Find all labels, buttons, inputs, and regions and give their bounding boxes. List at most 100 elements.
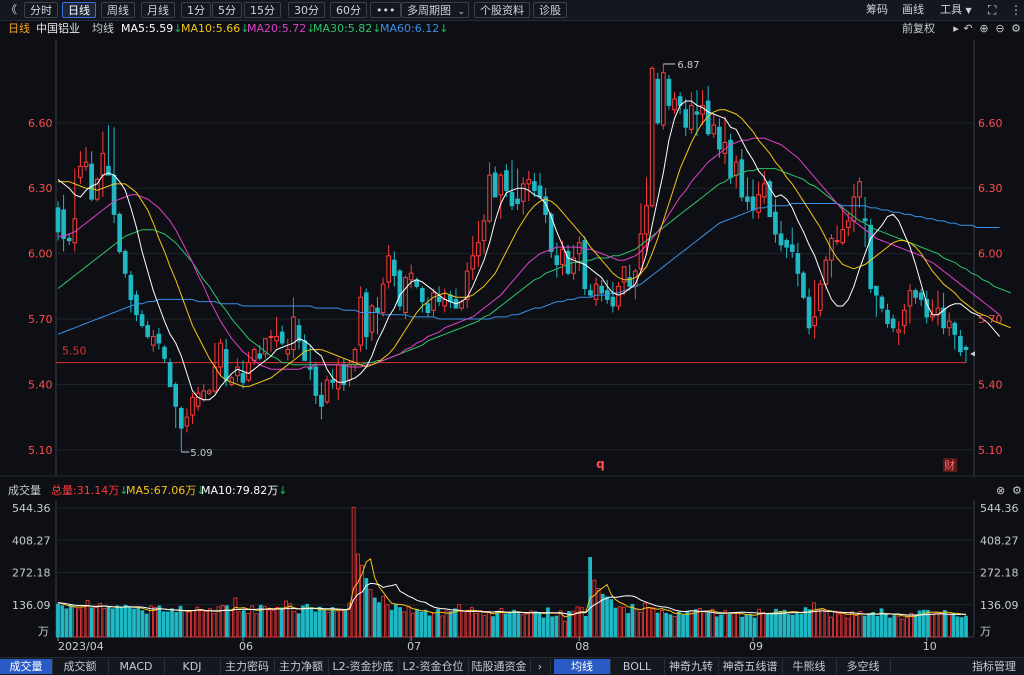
candle-body <box>778 233 784 246</box>
volume-tick-left: 408.27 <box>12 534 51 547</box>
tab-kdj[interactable]: KDJ <box>164 659 221 674</box>
tab-60min[interactable]: 60分 <box>330 2 367 18</box>
volume-bar <box>448 611 453 638</box>
volume-bar <box>157 605 162 638</box>
candle-body <box>375 307 380 314</box>
tab-macd[interactable]: MACD <box>108 659 165 674</box>
tab-30min[interactable]: 30分 <box>288 2 325 18</box>
volume-bar <box>664 612 669 638</box>
tools-button[interactable]: 工具 ▼ <box>940 3 972 17</box>
volume-tick-left: 544.36 <box>12 502 51 515</box>
candle-body <box>279 331 285 344</box>
candle-body <box>655 78 661 124</box>
tab-monthly[interactable]: 月线 <box>141 2 175 18</box>
volume-bar <box>301 605 305 638</box>
volume-bar <box>943 610 947 638</box>
candle-body <box>941 307 946 329</box>
tab-ma[interactable]: 均线 <box>554 659 611 674</box>
candle-body <box>83 161 89 167</box>
volume-bar <box>123 604 128 638</box>
multi-period-dropdown[interactable]: 多周期图 ⌄ <box>401 2 469 18</box>
candle-body <box>128 274 134 300</box>
draw-line-button[interactable]: 画线 <box>902 3 924 16</box>
chips-button[interactable]: 筹码 <box>866 3 888 16</box>
diagnose-button[interactable]: 诊股 <box>533 2 567 18</box>
indicator-manager-button[interactable]: 指标管理 <box>972 660 1016 673</box>
tab-turnover[interactable]: 成交额 <box>52 659 109 674</box>
zoom-out-icon[interactable]: ⊖ <box>995 22 1005 35</box>
volume-bar <box>305 603 310 638</box>
tab-l2-position[interactable]: L2-资金仓位 <box>398 659 469 674</box>
tab-main-force-code[interactable]: 主力密码 <box>220 659 275 674</box>
volume-tick-left: 万 <box>38 625 49 638</box>
candle-body <box>902 309 907 327</box>
volume-bar <box>736 612 740 638</box>
settings-icon[interactable]: ⚙ <box>1011 22 1021 35</box>
candle-body <box>470 255 476 270</box>
volume-bar <box>638 611 643 638</box>
candle-body <box>61 209 66 239</box>
volume-bar <box>144 613 149 638</box>
price-tick-right: 5.10 <box>978 444 1003 457</box>
tab-1min[interactable]: 1分 <box>181 2 211 18</box>
vol-ma5-value: MA5:67.06万↓ <box>126 484 206 497</box>
candle-body <box>543 196 548 215</box>
volume-bar <box>423 609 428 638</box>
tab-volume[interactable]: 成交量 <box>0 659 53 674</box>
volume-bar <box>241 610 246 638</box>
x-tick-label: 06 <box>239 640 253 653</box>
candle-body <box>302 340 307 361</box>
tab-boll[interactable]: BOLL <box>610 659 665 674</box>
tab-magic-five[interactable]: 神奇五线谱 <box>718 659 783 674</box>
volume-bar <box>609 599 614 638</box>
price-tick-right: 6.00 <box>978 248 1003 261</box>
candle-body <box>571 257 576 274</box>
settings-icon[interactable]: ⚙ <box>1012 484 1022 497</box>
tab-15min[interactable]: 15分 <box>244 2 281 18</box>
tab-intraday[interactable]: 分时 <box>24 2 58 18</box>
stock-profile-button[interactable]: 个股资料 <box>474 2 530 18</box>
candle-body <box>610 296 616 307</box>
tab-daily[interactable]: 日线 <box>62 2 96 18</box>
tab-main-force-net[interactable]: 主力净额 <box>274 659 329 674</box>
ma-label: 均线 <box>92 22 114 35</box>
candle-body <box>700 104 705 115</box>
volume-bar <box>491 616 495 638</box>
candle-body <box>257 353 263 359</box>
adjust-caret-icon[interactable]: ▸ <box>953 22 959 35</box>
fullscreen-icon[interactable]: ⛶ <box>988 3 997 17</box>
candle-body <box>885 309 890 324</box>
close-icon[interactable]: ⊗ <box>996 484 1006 497</box>
candle-body <box>268 335 274 338</box>
tab-long-short[interactable]: 多空线 <box>836 659 891 674</box>
ma30-line <box>57 168 1011 366</box>
low-label: 5.09 <box>190 448 212 459</box>
candle-body <box>845 220 851 228</box>
chevron-right-icon[interactable]: › <box>530 659 551 674</box>
volume-bar <box>955 616 960 638</box>
volume-bar <box>326 612 331 638</box>
tab-northbound[interactable]: 陆股通资金 <box>468 659 531 674</box>
tab-bull-bear[interactable]: 牛熊线 <box>782 659 837 674</box>
volume-bar <box>203 611 208 638</box>
volume-bar <box>161 611 166 638</box>
back-icon[interactable]: 《 <box>6 3 17 16</box>
more-periods-button[interactable]: ••• <box>370 2 402 18</box>
volume-bar <box>60 605 65 638</box>
volume-bar <box>617 606 622 638</box>
undo-icon[interactable]: ↶ <box>963 22 973 35</box>
adjust-button[interactable]: 前复权 <box>902 22 935 35</box>
zoom-in-icon[interactable]: ⊕ <box>979 22 989 35</box>
volume-bar <box>748 614 753 638</box>
candle-body <box>134 294 139 316</box>
volume-bar <box>921 609 926 638</box>
volume-bar <box>795 613 799 638</box>
tab-5min[interactable]: 5分 <box>212 2 242 18</box>
candle-body <box>363 292 369 337</box>
more-vertical-icon[interactable]: ⋮ <box>1010 3 1022 17</box>
tab-weekly[interactable]: 周线 <box>101 2 135 18</box>
tab-l2-bottom[interactable]: L2-资金抄底 <box>328 659 399 674</box>
tab-magic-nine[interactable]: 神奇九转 <box>664 659 719 674</box>
candle-body <box>184 416 190 427</box>
